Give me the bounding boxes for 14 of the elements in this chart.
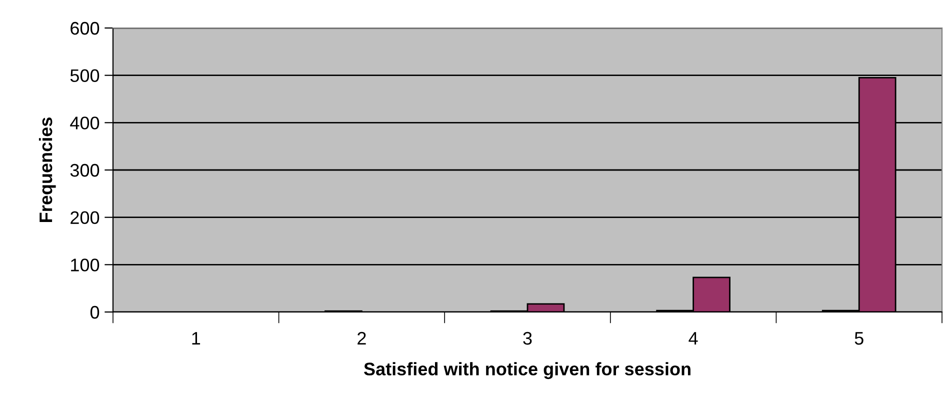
y-tick-label: 100 <box>71 258 100 272</box>
y-tick-label: 300 <box>70 164 100 177</box>
y-tick-label: 0 <box>90 306 100 319</box>
y-axis-title: Frequencies <box>38 118 56 222</box>
x-tick-label: 4 <box>688 332 698 345</box>
x-tick-label: 5 <box>854 332 864 345</box>
y-tick-label: 400 <box>70 116 100 130</box>
x-tick-label: 1 <box>192 332 200 345</box>
y-tick-label: 600 <box>70 22 100 35</box>
x-tick-label: 2 <box>358 332 366 345</box>
x-tick-label: 3 <box>523 332 532 345</box>
x-axis-title: Satisfied with notice given for session <box>364 362 690 380</box>
y-tick-label: 200 <box>70 211 100 224</box>
y-tick-label: 500 <box>70 69 100 82</box>
